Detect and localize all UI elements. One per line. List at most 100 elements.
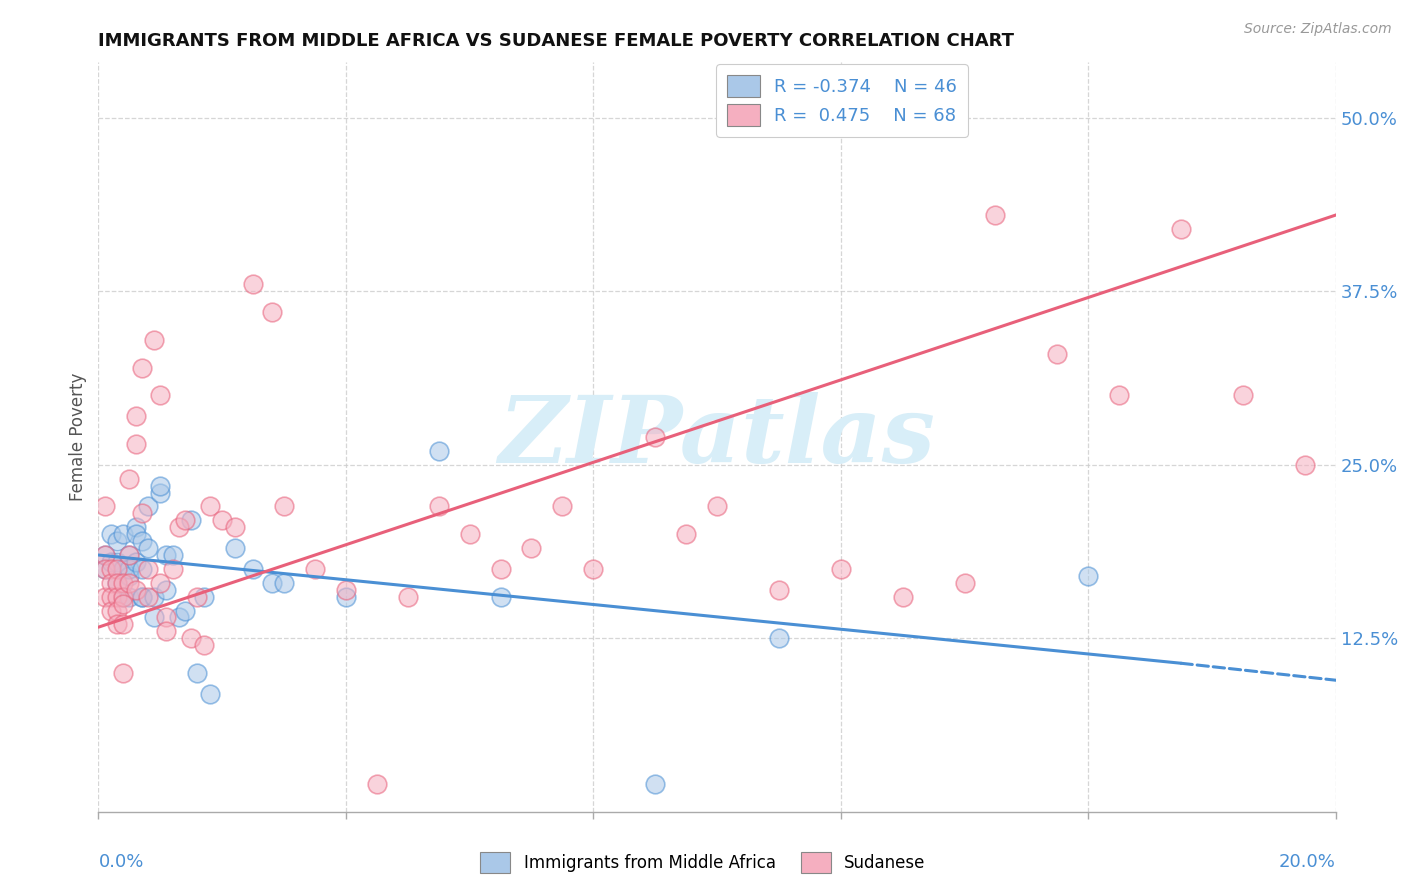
Point [1108,388,1130,402]
Point [768,632,790,646]
Point [118,472,141,486]
Point [131,590,153,604]
Point [112,665,135,680]
Point [149,478,172,492]
Point [520,541,543,555]
Point [186,590,208,604]
Point [1232,388,1254,402]
Point [193,590,215,604]
Point [149,388,172,402]
Point [105,562,128,576]
Point [155,624,177,639]
Point [112,590,135,604]
Point [93,562,115,576]
Point [260,305,283,319]
Text: Source: ZipAtlas.com: Source: ZipAtlas.com [1244,22,1392,37]
Point [105,617,128,632]
Point [100,562,122,576]
Point [112,527,135,541]
Point [105,575,128,590]
Point [396,590,419,604]
Point [167,610,190,624]
Point [105,603,128,617]
Point [174,513,197,527]
Point [260,575,283,590]
Y-axis label: Female Poverty: Female Poverty [69,373,87,501]
Point [1077,569,1099,583]
Point [335,582,357,597]
Point [193,638,215,652]
Point [174,603,197,617]
Point [198,500,221,514]
Point [162,562,184,576]
Point [186,665,208,680]
Point [100,603,122,617]
Point [953,575,976,590]
Point [198,687,221,701]
Point [100,555,122,569]
Point [155,582,177,597]
Point [118,548,141,562]
Point [131,562,153,576]
Point [427,500,450,514]
Point [131,534,153,549]
Point [131,590,153,604]
Text: IMMIGRANTS FROM MIDDLE AFRICA VS SUDANESE FEMALE POVERTY CORRELATION CHART: IMMIGRANTS FROM MIDDLE AFRICA VS SUDANES… [98,32,1014,50]
Point [768,582,790,597]
Point [830,562,852,576]
Point [131,507,153,521]
Point [124,437,146,451]
Point [105,534,128,549]
Point [458,527,481,541]
Point [675,527,697,541]
Point [93,548,115,562]
Point [93,562,115,576]
Point [273,500,295,514]
Point [124,555,146,569]
Point [118,590,141,604]
Point [136,541,159,555]
Point [551,500,574,514]
Point [136,590,159,604]
Point [124,409,146,424]
Point [211,513,233,527]
Point [143,610,166,624]
Point [489,562,512,576]
Legend: R = -0.374    N = 46, R =  0.475    N = 68: R = -0.374 N = 46, R = 0.475 N = 68 [717,64,967,136]
Point [105,575,128,590]
Point [105,555,128,569]
Point [180,632,202,646]
Point [93,500,115,514]
Point [105,590,128,604]
Point [1046,347,1069,361]
Point [162,548,184,562]
Point [100,590,122,604]
Point [644,777,666,791]
Point [112,617,135,632]
Point [1170,222,1192,236]
Point [93,590,115,604]
Point [93,548,115,562]
Point [242,277,264,292]
Point [136,562,159,576]
Point [155,610,177,624]
Point [366,777,388,791]
Point [984,208,1007,222]
Point [489,590,512,604]
Point [1294,458,1316,472]
Point [112,590,135,604]
Point [335,590,357,604]
Point [706,500,728,514]
Legend: Immigrants from Middle Africa, Sudanese: Immigrants from Middle Africa, Sudanese [474,846,932,880]
Point [112,597,135,611]
Point [118,548,141,562]
Point [891,590,914,604]
Point [644,430,666,444]
Point [582,562,605,576]
Point [427,444,450,458]
Point [143,590,166,604]
Point [167,520,190,534]
Point [124,527,146,541]
Point [224,520,246,534]
Text: 0.0%: 0.0% [98,853,143,871]
